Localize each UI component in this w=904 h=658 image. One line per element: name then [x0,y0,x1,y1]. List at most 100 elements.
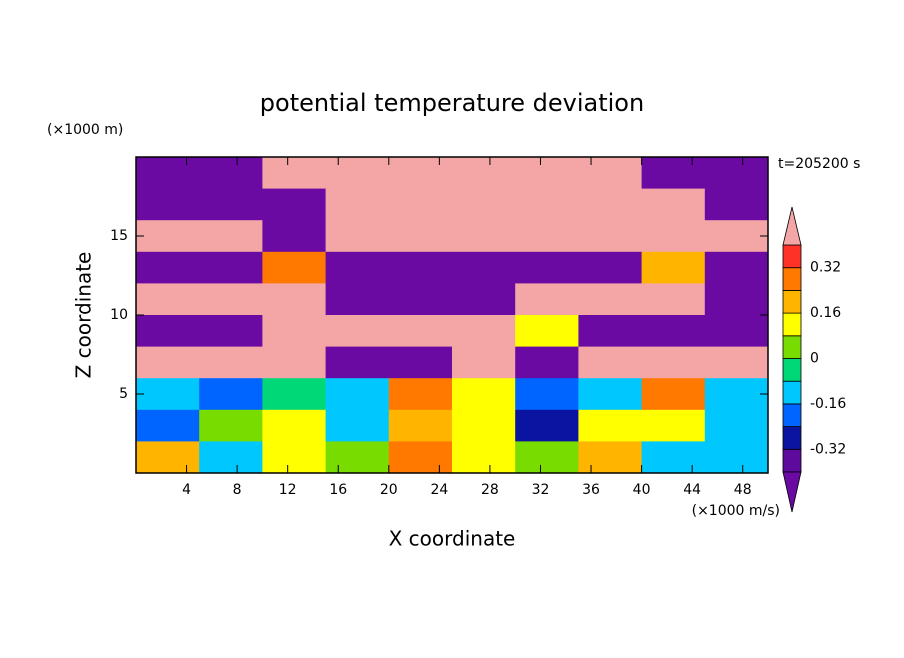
x-tick-label: 28 [481,482,499,498]
x-tick-label: 44 [683,482,701,498]
field-cell [452,378,516,411]
field-cell [452,315,516,348]
x-tick-label: 12 [279,482,297,498]
y-tick-label: 15 [110,228,128,244]
field-cell [578,157,643,190]
field-cell [325,441,390,474]
y-unit: (×1000 m) [47,122,123,138]
y-tick-label: 5 [119,386,128,402]
field-cell [199,378,263,411]
field-cell [199,283,263,316]
colorbar-extend-high [782,206,802,246]
field-cell [641,188,706,221]
field-cell [262,315,327,348]
field-cell [704,346,769,379]
field-cell [388,188,453,221]
x-tick-label: 20 [380,482,398,498]
colorbar-band [782,267,802,291]
field-cell [388,346,453,379]
field-cell [704,251,769,284]
field-cell [262,441,327,474]
field-cell [199,315,263,348]
colorbar-tick-label: -0.16 [810,396,846,412]
field-cell [641,346,706,379]
field-cell [136,346,200,379]
field-cell [452,409,516,442]
field-cell [452,346,516,379]
field-cell [704,378,769,411]
colorbar-band [782,358,802,382]
field-cell [578,409,643,442]
field-cell [325,188,390,221]
field-cell [199,409,263,442]
field-cell [325,346,390,379]
field-cell [452,220,516,253]
x-unit: (×1000 m/s) [692,503,780,519]
field-cell [515,283,579,316]
x-tick-label: 36 [582,482,600,498]
field-cell [262,409,327,442]
field-cell [578,315,643,348]
field-cell [578,346,643,379]
field-cell [641,378,706,411]
field-cell [641,157,706,190]
field-cell [388,283,453,316]
chart-title: potential temperature deviation [260,89,644,117]
colorbar-band [782,289,802,314]
y-tick-label: 10 [110,307,128,323]
field-cell [578,378,643,411]
field-cell [136,220,200,253]
colorbar-tick-label: 0 [810,351,819,367]
field-cell [388,315,453,348]
field-cell [262,378,327,411]
field-cell [199,441,263,474]
x-tick-label: 4 [182,482,191,498]
field-cell [452,441,516,474]
field-cell [262,220,327,253]
field-cell [515,315,579,348]
field-cell [199,346,263,379]
field-cell [515,409,579,442]
field-cell [515,157,579,190]
field-cell [136,188,200,221]
field-cell [641,315,706,348]
colorbar-band [782,335,802,359]
field-cell [641,251,706,284]
field-cell [704,283,769,316]
x-tick-label: 16 [329,482,347,498]
colorbar-band [782,380,802,405]
field-cell [515,378,579,411]
field-cell [262,346,327,379]
field-cell [452,157,516,190]
field-cell [136,251,200,284]
field-cell [578,188,643,221]
field-cell [262,283,327,316]
field-cell [515,220,579,253]
field-cell [325,409,390,442]
field-cell [704,157,769,190]
field-cell [388,220,453,253]
field-cell [641,409,706,442]
field-cell [325,315,390,348]
x-tick-label: 24 [430,482,448,498]
field-cell [199,157,263,190]
colorbar-tick-label: 0.16 [810,305,841,321]
x-tick-label: 32 [532,482,550,498]
x-tick-label: 40 [633,482,651,498]
field-cell [704,220,769,253]
field-cell [452,251,516,284]
field-cell [515,251,579,284]
field-cell [388,378,453,411]
field-cell [641,283,706,316]
field-cell [325,251,390,284]
field-cell [136,157,200,190]
field-cell [136,315,200,348]
field-cell [515,346,579,379]
field-cell [515,441,579,474]
field-cell [388,157,453,190]
field-cell [452,283,516,316]
colorbar-band [782,426,802,450]
field-cell [325,157,390,190]
field-cell [578,283,643,316]
